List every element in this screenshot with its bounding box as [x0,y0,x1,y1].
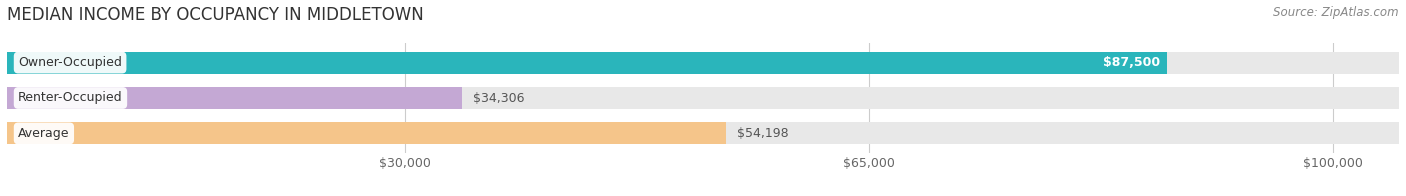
Text: Renter-Occupied: Renter-Occupied [18,92,122,104]
Text: Average: Average [18,127,70,140]
Bar [7,122,725,144]
Text: MEDIAN INCOME BY OCCUPANCY IN MIDDLETOWN: MEDIAN INCOME BY OCCUPANCY IN MIDDLETOWN [7,6,423,24]
Text: Owner-Occupied: Owner-Occupied [18,56,122,69]
Text: $34,306: $34,306 [472,92,524,104]
Bar [7,52,1399,74]
Text: $87,500: $87,500 [1102,56,1160,69]
Bar [7,87,461,109]
Bar [7,52,1167,74]
Bar [7,87,1399,109]
Bar [7,122,1399,144]
Text: $54,198: $54,198 [737,127,789,140]
Text: Source: ZipAtlas.com: Source: ZipAtlas.com [1274,6,1399,19]
